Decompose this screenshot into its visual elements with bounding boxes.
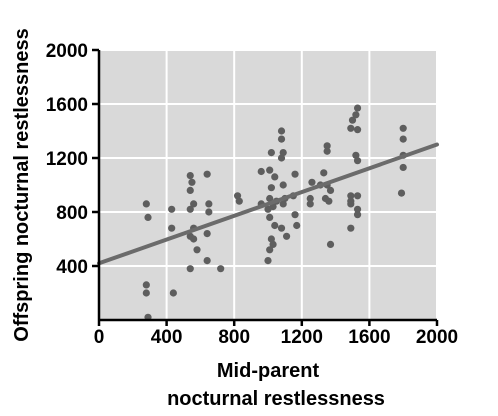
y-tick-label: 2000 (46, 41, 88, 62)
data-point (277, 127, 286, 135)
data-point (142, 281, 150, 289)
data-point (325, 197, 333, 205)
data-point (271, 221, 279, 230)
data-point (142, 289, 150, 297)
y-tick-label: 1200 (46, 149, 88, 170)
data-point (279, 149, 287, 157)
x-axis-title-line-2: nocturnal restlessness (167, 388, 385, 410)
data-point (203, 170, 211, 178)
x-tick-label: 0 (94, 327, 105, 348)
data-point (203, 230, 211, 238)
y-tick-labels: 400 800 1200 1600 2000 (46, 41, 88, 278)
data-point (267, 149, 275, 157)
data-point (142, 200, 150, 208)
x-tick-label: 1600 (348, 327, 390, 348)
data-point (193, 246, 201, 254)
data-point (308, 178, 316, 186)
data-point (323, 147, 331, 155)
data-point (397, 189, 406, 197)
data-point (266, 246, 274, 254)
data-point (347, 200, 355, 208)
data-point (144, 213, 152, 221)
data-point (279, 200, 287, 208)
data-point (306, 200, 314, 208)
data-point (347, 192, 355, 200)
data-point (266, 194, 274, 203)
data-point (267, 235, 275, 243)
data-point (399, 163, 407, 172)
data-point (353, 192, 362, 200)
data-point (353, 126, 362, 134)
data-point (291, 170, 299, 178)
data-point (353, 157, 362, 165)
data-point (326, 186, 335, 194)
x-tick-label: 1200 (281, 327, 323, 348)
data-point (168, 205, 176, 213)
data-point (269, 240, 277, 248)
data-point (257, 167, 265, 176)
data-point (186, 205, 194, 213)
data-point (277, 224, 286, 232)
data-point (203, 257, 211, 265)
data-point (264, 205, 272, 213)
regression-line (97, 142, 439, 266)
data-point (353, 211, 362, 219)
data-point (186, 186, 194, 194)
plot-area (99, 50, 437, 320)
x-tick-label: 2000 (416, 327, 458, 348)
data-point (347, 124, 355, 132)
data-point (353, 205, 362, 213)
data-point (323, 142, 331, 150)
data-point (277, 154, 286, 162)
data-point (291, 211, 299, 219)
data-point (186, 171, 194, 180)
data-point (217, 265, 225, 273)
y-tick-label: 800 (56, 203, 88, 224)
data-point (347, 224, 355, 232)
y-tick-label: 400 (56, 257, 88, 278)
data-point (282, 232, 291, 240)
data-point (399, 124, 407, 132)
data-point (293, 221, 301, 230)
x-tick-label: 800 (218, 327, 250, 348)
axes (92, 48, 439, 326)
data-point (352, 111, 360, 119)
data-point (205, 200, 213, 208)
data-point (266, 213, 274, 221)
data-point (186, 265, 194, 273)
data-point (353, 104, 362, 112)
data-point (348, 116, 357, 124)
data-point (399, 135, 407, 143)
data-point (320, 169, 328, 177)
data-point (188, 178, 196, 186)
x-tick-label: 400 (151, 327, 183, 348)
data-point (352, 151, 360, 159)
data-point (277, 135, 286, 143)
data-point (169, 289, 177, 297)
data-point (271, 173, 279, 181)
data-point (190, 200, 198, 208)
data-point (190, 235, 198, 243)
x-tick-labels: 0 400 800 1200 1600 2000 (94, 327, 458, 348)
x-axis-title-line-1: Mid-parent (217, 360, 320, 382)
data-point (168, 224, 176, 232)
data-point (267, 184, 275, 192)
data-point (235, 197, 243, 205)
data-point (266, 166, 274, 174)
y-tick-label: 1600 (46, 95, 88, 116)
data-point (326, 240, 335, 248)
data-point (306, 194, 314, 203)
data-point (279, 181, 287, 189)
data-point (233, 192, 242, 200)
grid-lines (99, 49, 438, 320)
data-point (264, 257, 272, 265)
y-axis-title: Offspring nocturnal restlessness (11, 28, 33, 341)
data-point (205, 208, 213, 216)
